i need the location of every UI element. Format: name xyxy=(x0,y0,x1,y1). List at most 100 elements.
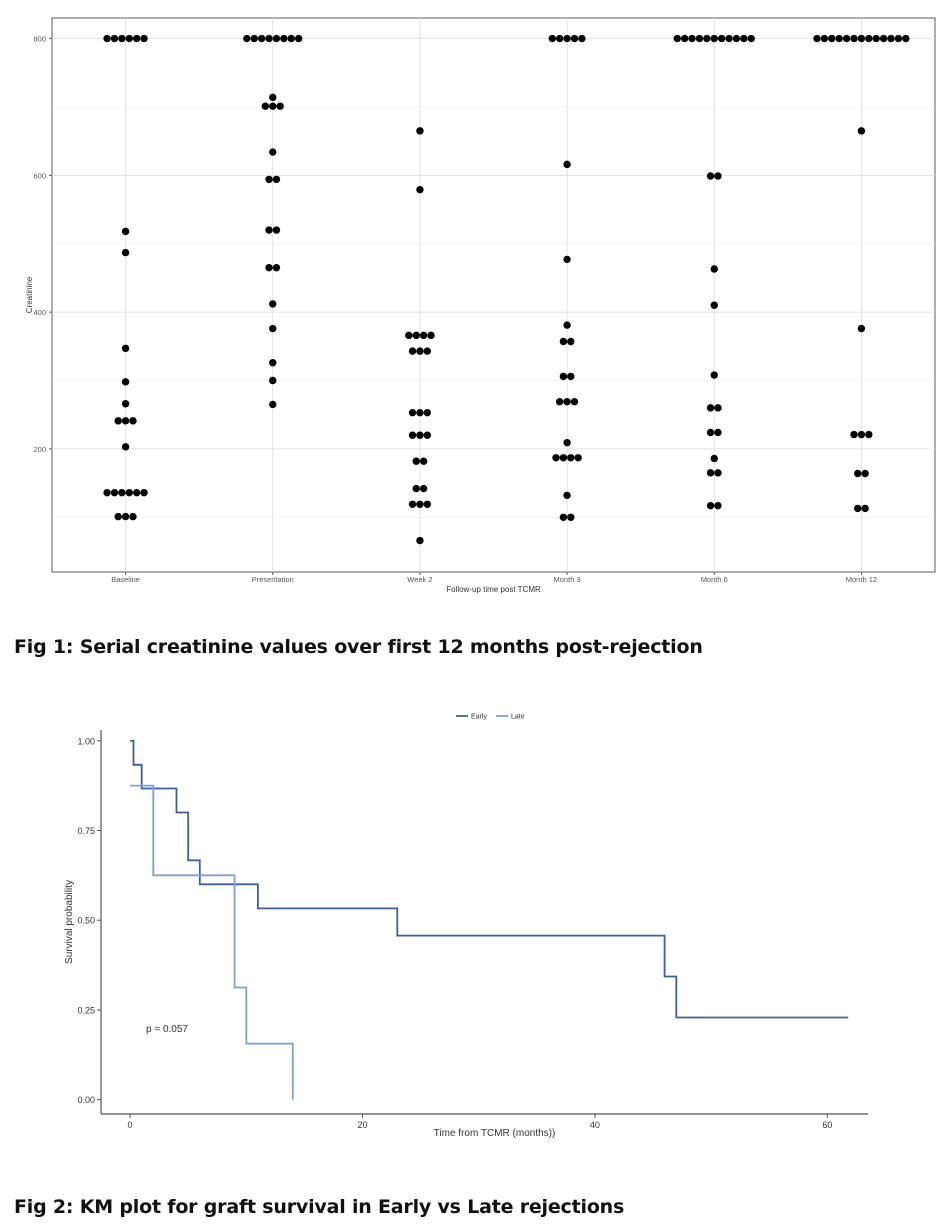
data-point xyxy=(269,300,277,308)
y-tick-label: 400 xyxy=(33,308,46,317)
data-point xyxy=(680,34,689,43)
data-point xyxy=(703,34,711,43)
data-point xyxy=(408,408,417,417)
data-point xyxy=(419,484,428,493)
data-point xyxy=(857,324,866,333)
data-point xyxy=(717,34,726,43)
data-point xyxy=(563,439,571,447)
data-point xyxy=(570,34,579,43)
survival-curve-early xyxy=(130,739,849,1019)
data-point xyxy=(559,337,568,346)
data-point xyxy=(570,397,579,406)
data-point xyxy=(261,102,270,110)
data-point xyxy=(710,371,718,379)
data-point xyxy=(552,454,560,462)
data-point xyxy=(714,469,722,477)
data-point xyxy=(272,175,281,184)
data-point xyxy=(110,488,119,497)
x-tick-label: Month 3 xyxy=(554,575,581,584)
y-tick-label: 1.00 xyxy=(77,736,95,746)
x-tick-label: Baseline xyxy=(111,575,140,584)
data-point xyxy=(563,321,571,329)
data-point xyxy=(423,500,432,508)
data-point xyxy=(887,34,895,43)
data-point xyxy=(706,501,715,510)
data-point xyxy=(820,34,829,43)
data-point xyxy=(555,34,564,43)
data-point xyxy=(567,513,575,521)
data-point xyxy=(125,34,133,43)
data-point xyxy=(114,417,122,425)
x-axis-title: Follow-up time post TCMR xyxy=(446,585,541,594)
data-point xyxy=(563,160,571,169)
data-point xyxy=(416,431,424,439)
data-point xyxy=(118,488,126,497)
data-point xyxy=(121,248,130,257)
y-tick-label: 0.75 xyxy=(77,826,95,836)
data-point xyxy=(412,484,420,493)
figure-2-caption: Fig 2: KM plot for graft survival in Ear… xyxy=(14,1196,625,1218)
data-point xyxy=(280,34,288,43)
data-point xyxy=(714,501,722,510)
data-point xyxy=(872,34,880,43)
x-tick-label: 0 xyxy=(128,1120,133,1130)
data-point xyxy=(423,431,432,439)
data-point xyxy=(416,500,424,508)
legend-label-late: Late xyxy=(511,714,525,721)
data-point xyxy=(121,512,130,521)
data-point xyxy=(710,454,718,463)
data-point xyxy=(828,34,836,43)
data-point xyxy=(673,34,681,43)
data-point xyxy=(265,226,273,234)
data-point xyxy=(132,34,141,43)
data-point xyxy=(857,34,866,43)
data-point xyxy=(272,226,281,234)
data-point xyxy=(861,504,869,513)
data-point xyxy=(842,34,851,43)
data-point xyxy=(563,34,571,43)
data-point xyxy=(747,34,755,43)
data-point xyxy=(129,417,137,425)
y-axis-title: Survival probability xyxy=(64,880,75,964)
data-point xyxy=(559,372,568,381)
data-point xyxy=(865,430,873,439)
data-point xyxy=(114,512,122,521)
data-point xyxy=(567,454,575,462)
data-point xyxy=(416,347,424,355)
data-point xyxy=(725,34,733,43)
data-point xyxy=(835,34,843,43)
data-point xyxy=(118,34,126,43)
data-point xyxy=(265,34,273,43)
data-point xyxy=(294,34,303,43)
y-tick-label: 600 xyxy=(33,171,46,180)
data-point xyxy=(427,331,435,340)
data-point xyxy=(132,488,141,497)
creatinine-figure: 200 400 600 800 Baseline Presentation Week 2 Mo… xyxy=(0,0,950,600)
data-point xyxy=(269,102,277,110)
data-point xyxy=(140,488,148,497)
data-point xyxy=(854,469,862,478)
data-point xyxy=(121,417,130,425)
data-point xyxy=(125,488,133,497)
data-point xyxy=(548,34,556,43)
data-point xyxy=(405,331,413,340)
x-axis-title: Time from TCMR (months)) xyxy=(434,1128,556,1139)
data-point xyxy=(416,127,424,135)
data-point xyxy=(408,431,417,439)
data-point xyxy=(714,172,722,180)
data-point xyxy=(103,488,111,497)
data-point xyxy=(857,430,866,439)
y-tick-label: 800 xyxy=(33,35,46,44)
data-point xyxy=(706,428,715,437)
data-point xyxy=(559,513,568,521)
data-point xyxy=(706,172,715,180)
data-point xyxy=(269,359,277,367)
creatinine-dot-plot: 200 400 600 800 Baseline Presentation Week 2 Mo… xyxy=(25,17,936,594)
data-point xyxy=(567,372,575,381)
plot-panel xyxy=(51,17,936,573)
survival-figure: 0.00 0.25 0.50 0.75 1.00 0 20 40 60 Time from TCM… xyxy=(0,690,950,1150)
data-point xyxy=(706,469,715,477)
x-tick-label: Week 2 xyxy=(407,575,432,584)
data-point xyxy=(129,512,137,521)
data-point xyxy=(714,428,722,437)
